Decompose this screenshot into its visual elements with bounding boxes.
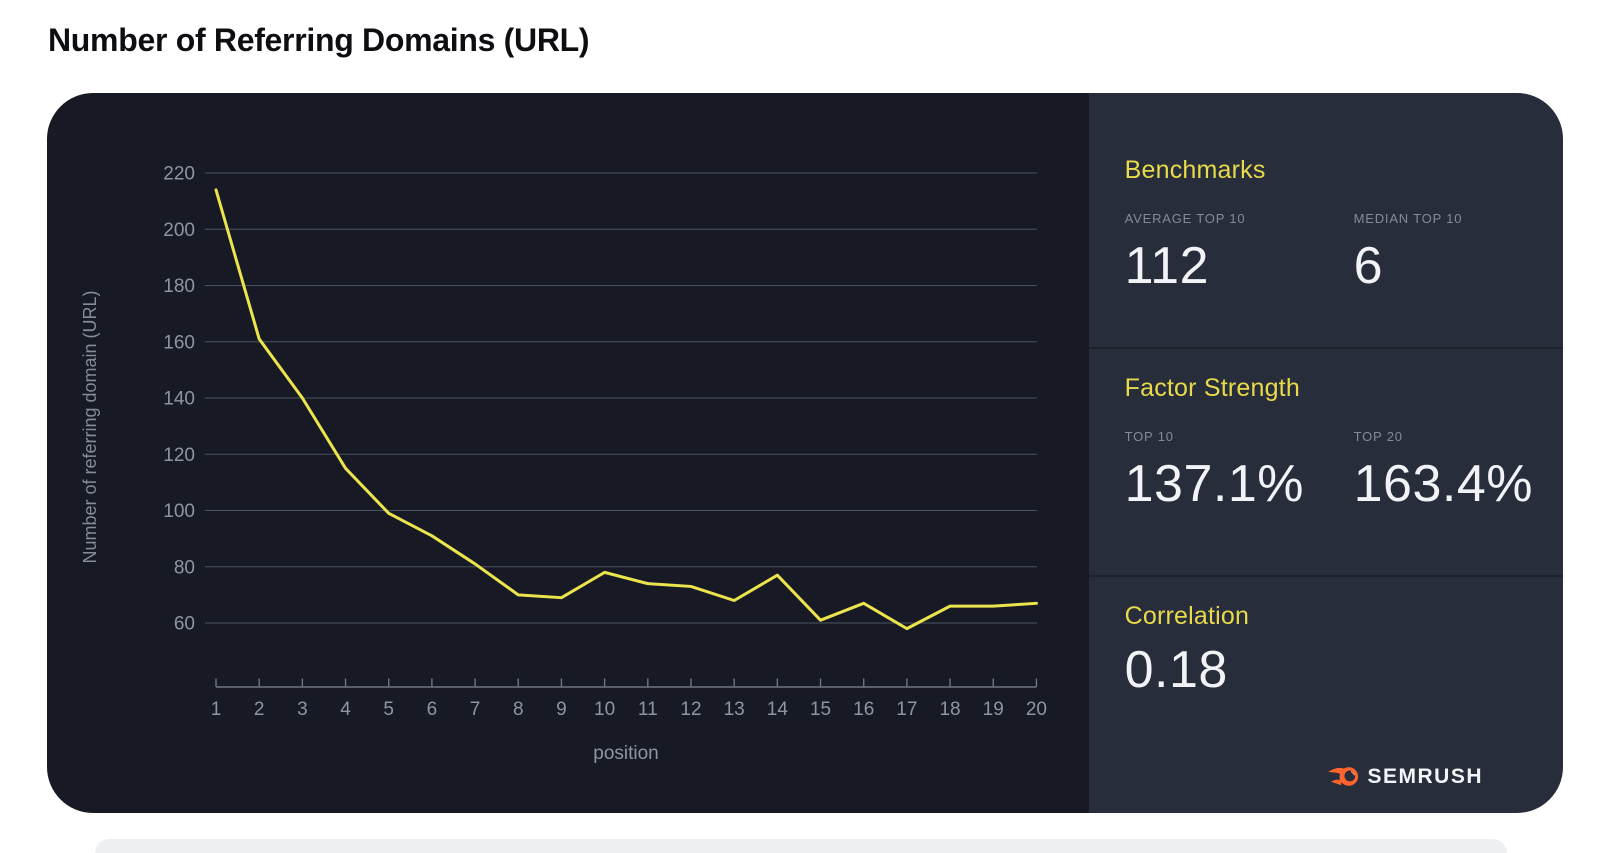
factor-strength-top10: TOP 10 137.1% (1125, 429, 1354, 515)
x-tick-label: 8 (513, 699, 524, 720)
page-title: Number of Referring Domains (URL) (48, 22, 590, 58)
stat-label: TOP 20 (1353, 429, 1403, 444)
x-tick-label: 20 (1026, 699, 1047, 720)
x-tick-label: 7 (470, 699, 481, 720)
correlation-section: Correlation 0.18 (1088, 575, 1563, 813)
x-tick-label: 1 (211, 699, 222, 720)
y-tick-label: 140 (163, 389, 195, 410)
x-tick-label: 15 (810, 699, 831, 720)
semrush-logo-text: SEMRUSH (1367, 764, 1483, 788)
stat-label: AVERAGE TOP 10 (1124, 211, 1246, 226)
correlation-title: Correlation (1124, 602, 1250, 630)
benchmarks-section: Benchmarks AVERAGE TOP 10 112 MEDIAN TOP… (1089, 93, 1563, 347)
factor-strength-title: Factor Strength (1124, 374, 1300, 402)
y-axis-title: Number of referring domain (URL) (80, 290, 100, 563)
semrush-logo: SEMRUSH (1327, 762, 1483, 791)
x-tick-label: 10 (594, 699, 615, 720)
y-tick-label: 220 (163, 164, 195, 185)
stat-value: 137.1% (1124, 455, 1304, 513)
x-tick-label: 12 (680, 699, 701, 720)
x-tick-label: 2 (254, 699, 265, 720)
x-axis-title: position (593, 743, 659, 764)
factor-strength-top20: TOP 20 163.4% (1354, 429, 1533, 515)
x-tick-label: 9 (556, 699, 567, 720)
y-tick-label: 180 (163, 276, 195, 297)
data-line (214, 188, 1038, 631)
report-card: 220 200 180 160 140 120 100 80 60 1 2 3 4 5 6 7 8 9 10 11 12… (47, 93, 1563, 813)
stats-panel: Benchmarks AVERAGE TOP 10 112 MEDIAN TOP… (1088, 93, 1563, 813)
x-tick-label: 19 (983, 699, 1004, 720)
x-tick-label: 14 (767, 699, 789, 720)
semrush-flame-icon (1328, 767, 1359, 786)
x-tick-label: 13 (724, 699, 745, 720)
next-card-top-edge (95, 839, 1507, 853)
line-chart: 220 200 180 160 140 120 100 80 60 1 2 3 4 5 6 7 8 9 10 11 12… (47, 93, 1089, 813)
y-tick-label: 60 (174, 614, 195, 635)
y-tick-label: 160 (163, 332, 195, 353)
correlation-value: 0.18 (1124, 641, 1228, 699)
y-tick-label: 120 (163, 445, 195, 466)
stat-label: TOP 10 (1124, 429, 1174, 444)
y-tick-label: 80 (174, 557, 195, 578)
x-tick-label: 17 (896, 699, 917, 720)
x-tick-label: 11 (638, 699, 658, 720)
x-tick-label: 4 (340, 699, 351, 720)
x-tick-label: 6 (427, 699, 438, 720)
stat-label: MEDIAN TOP 10 (1353, 211, 1463, 226)
benchmark-average: AVERAGE TOP 10 112 (1125, 211, 1354, 297)
stat-value: 163.4% (1353, 455, 1533, 513)
factor-strength-section: Factor Strength TOP 10 137.1% TOP 20 163… (1088, 347, 1563, 575)
x-tick-label: 16 (853, 699, 874, 720)
stat-value: 6 (1353, 237, 1384, 295)
x-tick-label: 18 (939, 699, 960, 720)
benchmark-median: MEDIAN TOP 10 6 (1354, 211, 1533, 297)
x-tick-label: 5 (383, 699, 394, 720)
benchmarks-title: Benchmarks (1124, 156, 1266, 184)
x-tick-label: 3 (297, 699, 308, 720)
y-tick-label: 200 (163, 220, 195, 241)
y-tick-label: 100 (163, 501, 195, 522)
stat-value: 112 (1124, 237, 1210, 295)
